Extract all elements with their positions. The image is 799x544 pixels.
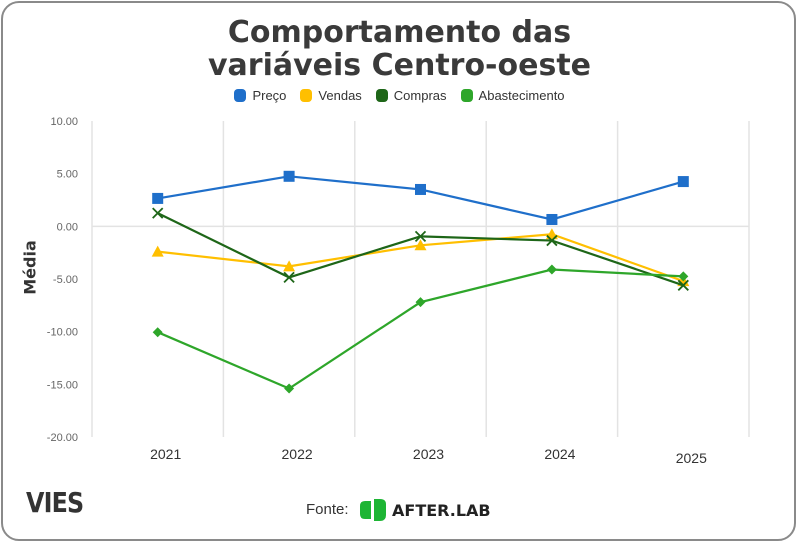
data-point-x	[152, 207, 164, 219]
data-point-diamond	[678, 271, 689, 282]
legend-item-vendas: Vendas	[300, 88, 362, 103]
afterlab-logo: AFTER.LAB	[358, 498, 491, 522]
afterlab-icon	[360, 499, 386, 521]
legend-swatch	[234, 89, 247, 102]
data-point-x	[677, 279, 689, 291]
y-tick-label: 10.00	[50, 116, 78, 128]
legend-swatch	[375, 89, 388, 102]
y-tick-label: -20.00	[47, 432, 78, 444]
title-line-1: Comportamento das	[227, 15, 572, 50]
data-point-diamond	[546, 264, 557, 275]
data-point-diamond	[415, 297, 426, 308]
x-tick-label: 2021	[150, 446, 181, 462]
data-point-square	[546, 213, 558, 225]
legend-swatch	[300, 89, 313, 102]
title-line-2: variáveis Centro-oeste	[207, 48, 592, 83]
data-point-x	[414, 230, 427, 242]
legend-label: Compras	[393, 88, 447, 103]
y-tick-label: -10.00	[47, 327, 78, 339]
data-point-square	[283, 170, 295, 182]
x-tick-label: 2024	[544, 446, 575, 462]
data-point-square	[415, 183, 426, 195]
legend-item-compras: Compras	[375, 88, 447, 103]
data-point-triangle	[283, 260, 296, 272]
legend: Preço Vendas Compras Abastecimento	[0, 88, 799, 103]
legend-label: Preço	[252, 88, 287, 103]
chart-title: Comportamento das variáveis Centro-oeste	[0, 16, 799, 82]
data-point-x	[546, 234, 558, 247]
y-axis-label: Média	[20, 240, 40, 295]
series-line-abastecimento	[157, 268, 684, 390]
y-tick-label: 0.00	[57, 221, 78, 233]
x-tick-label: 2025	[676, 450, 707, 466]
y-tick-label: 5.00	[57, 169, 78, 181]
data-point-square	[152, 192, 164, 204]
data-point-diamond	[152, 327, 163, 338]
legend-item-abastecimento: Abastecimento	[460, 88, 565, 103]
series-line-preço	[157, 175, 684, 221]
afterlab-name: AFTER.LAB	[392, 500, 491, 520]
legend-label: Vendas	[318, 88, 362, 103]
data-point-x	[283, 271, 295, 284]
legend-swatch	[460, 89, 473, 102]
legend-item-preco: Preço	[234, 88, 286, 103]
data-point-triangle	[151, 245, 164, 257]
source-label: Fonte:	[306, 501, 349, 518]
data-point-square	[677, 176, 689, 188]
data-point-diamond	[284, 383, 295, 394]
x-tick-label: 2023	[413, 446, 444, 462]
y-tick-label: -15.00	[47, 379, 78, 391]
vies-logo: VIES	[26, 486, 84, 519]
x-tick-label: 2022	[282, 446, 313, 462]
data-point-triangle	[414, 239, 427, 251]
legend-label: Abastecimento	[478, 88, 565, 103]
y-tick-label: -5.00	[53, 274, 78, 286]
